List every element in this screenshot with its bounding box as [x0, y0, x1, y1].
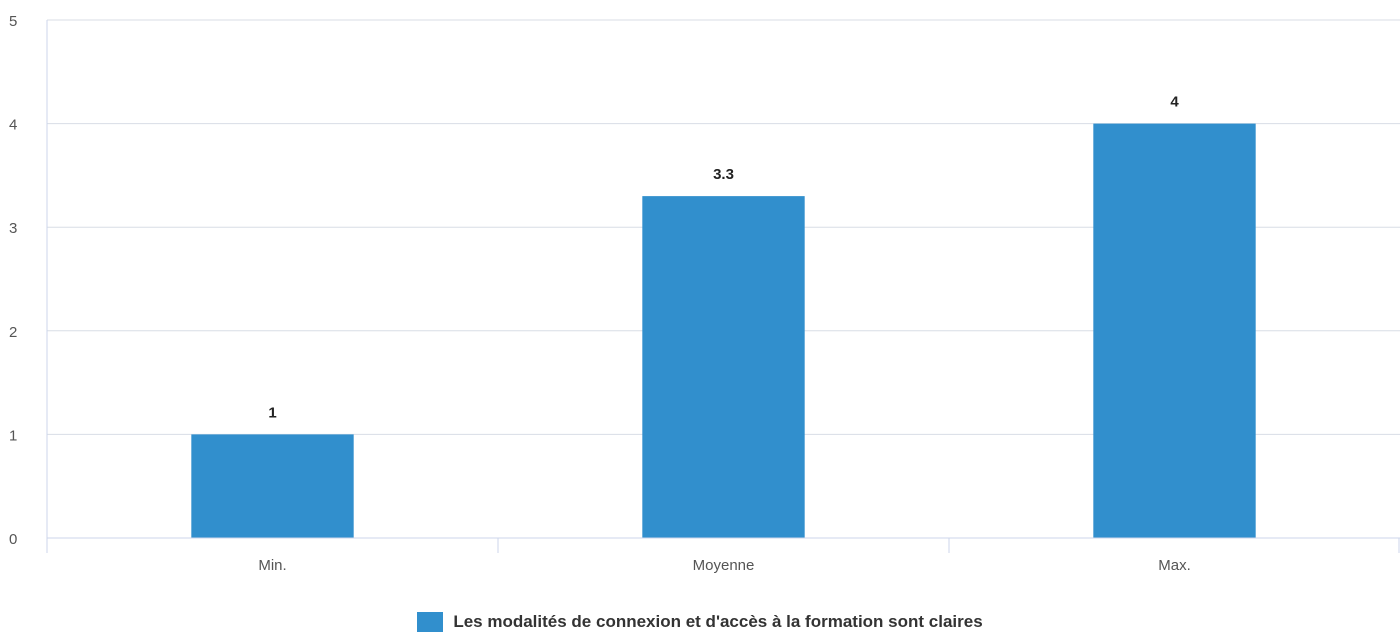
data-label: 3.3 — [713, 166, 734, 183]
bar[interactable] — [1093, 123, 1256, 538]
x-tick-label: Min. — [258, 557, 286, 574]
legend-swatch — [417, 612, 444, 632]
legend-label: Les modalités de connexion et d'accès à … — [453, 612, 983, 631]
x-tick-label: Max. — [1158, 557, 1191, 574]
y-tick-label: 4 — [9, 117, 17, 134]
y-tick-label: 5 — [9, 13, 17, 30]
x-tick-label: Moyenne — [693, 557, 755, 574]
x-axis: Min. Moyenne Max. — [46, 537, 1400, 574]
bar[interactable] — [191, 434, 354, 538]
legend[interactable]: Les modalités de connexion et d'accès à … — [0, 612, 1400, 632]
y-tick-label: 3 — [9, 220, 17, 237]
data-label: 1 — [268, 404, 276, 421]
bars: 13.34 — [191, 94, 1256, 538]
y-tick-label: 2 — [9, 324, 17, 341]
y-axis: 0 1 2 3 4 5 — [9, 13, 48, 548]
y-tick-label: 0 — [9, 531, 17, 548]
data-label: 4 — [1170, 94, 1179, 111]
y-tick-label: 1 — [9, 427, 17, 444]
bar[interactable] — [642, 196, 805, 538]
